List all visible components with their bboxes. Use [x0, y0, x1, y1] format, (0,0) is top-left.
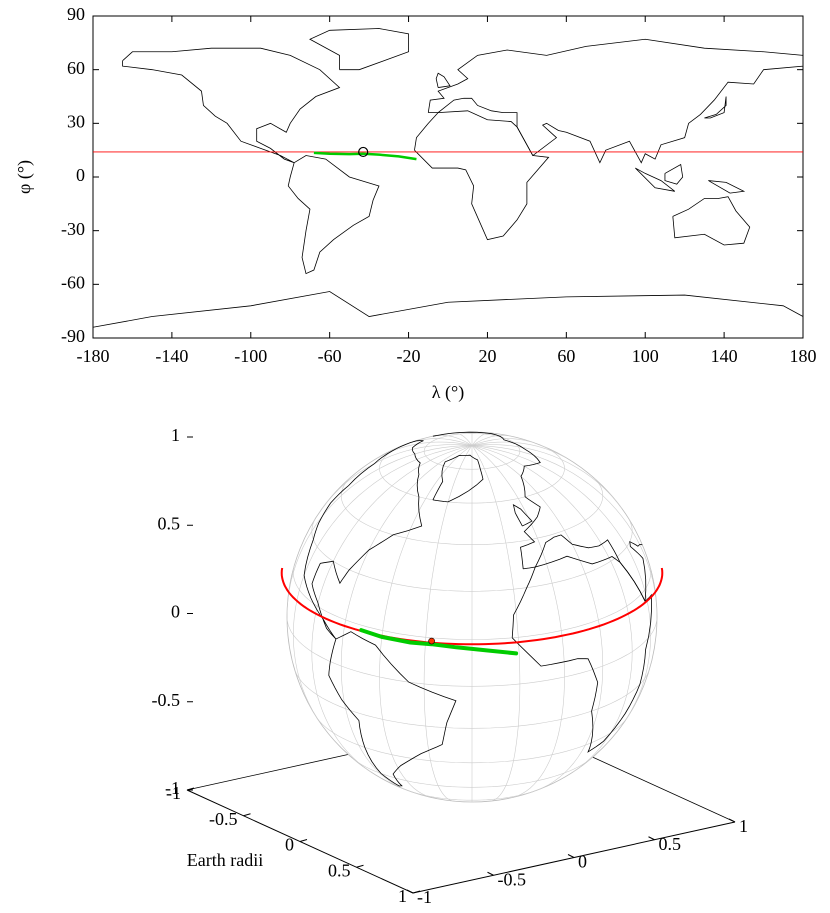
y-tick-label: 0: [76, 165, 85, 185]
y-tick-label: 1: [739, 816, 748, 836]
coastline: [664, 163, 684, 185]
coastline: [427, 38, 804, 164]
y-tick: [406, 889, 414, 894]
y-tick-label: 60: [67, 58, 85, 78]
z-tick-label: -0.5: [152, 690, 181, 710]
x-tick: [356, 864, 364, 868]
x-tick-label: -60: [318, 346, 342, 366]
meridian: [471, 445, 633, 773]
x-tick-label: 1: [398, 886, 407, 906]
coastline: [435, 72, 451, 88]
x-tick-label: 140: [711, 346, 738, 366]
y-tick-label: 0: [578, 852, 587, 872]
ground-track: [313, 151, 417, 161]
axis-label: Earth radii: [187, 850, 263, 870]
coastline: [432, 454, 484, 503]
coastline: [708, 180, 746, 194]
x-tick-label: -20: [397, 346, 421, 366]
meridian: [321, 444, 473, 509]
x-axis-label: λ (°): [432, 382, 464, 403]
coastline: [122, 47, 341, 164]
coastline: [328, 631, 457, 787]
x-tick-label: -1: [166, 783, 181, 803]
x-tick-label: 0.5: [328, 860, 351, 880]
z-tick-label: 0.5: [158, 513, 181, 533]
x-tick: [243, 813, 251, 817]
x-tick: [412, 890, 421, 894]
y-tick: [567, 854, 575, 858]
parallel: [286, 616, 658, 687]
map-plot: -180 -140 -100 -60 -20 20 60 100 140 180 -90 -60 -30…: [61, 4, 817, 366]
x-tick-label: -100: [234, 346, 267, 366]
y-axis-label: φ (°): [14, 160, 35, 194]
y-tick-label: -30: [61, 219, 85, 239]
coastline: [511, 555, 653, 753]
parallel: [292, 565, 652, 640]
coastline: [287, 155, 380, 275]
parallel: [340, 477, 604, 546]
parallel: [295, 671, 649, 729]
y-tick-label: -60: [61, 272, 85, 292]
globe-plot: -1 -0.5 0 0.5 1 -1 -0.5 0 0.5 1 -1 -0.5 0 0.5 1: [152, 425, 749, 907]
y-tick-label: 0.5: [659, 834, 682, 854]
coastline: [672, 196, 751, 246]
meridian: [412, 438, 473, 446]
x-tick-label: 100: [632, 346, 659, 366]
z-tick-label: 1: [171, 425, 180, 445]
y-tick-label: 90: [67, 4, 85, 24]
z-tick-label: 0: [171, 602, 180, 622]
coastline: [432, 431, 541, 569]
y-tick-label: -90: [61, 326, 85, 346]
coastline: [92, 291, 804, 328]
meridian: [434, 434, 473, 446]
x-tick-label: 0: [285, 835, 294, 855]
meridian: [471, 438, 532, 446]
y-tick: [728, 818, 736, 823]
y-tick-label: -1: [417, 887, 432, 907]
y-tick-label: 30: [67, 111, 85, 131]
x-tick-label: -0.5: [209, 809, 238, 829]
x-tick-label: 60: [557, 346, 575, 366]
map-frame: [92, 15, 804, 339]
coastline: [303, 440, 424, 640]
meridian: [471, 434, 510, 446]
parallel: [311, 518, 633, 592]
x-tick-label: -140: [155, 346, 188, 366]
point-marker: [358, 146, 369, 158]
coastline: [704, 96, 727, 119]
x-tick-label: -180: [77, 346, 110, 366]
meridian: [423, 445, 473, 802]
orbit-line: [280, 567, 664, 646]
y-tick: [487, 871, 494, 876]
x-tick-label: 180: [790, 346, 817, 366]
x-tick: [299, 839, 308, 842]
x-tick-label: 20: [478, 346, 496, 366]
coastline: [523, 534, 647, 603]
point-marker: [428, 637, 435, 645]
meridian: [471, 445, 521, 802]
parallel: [406, 789, 538, 801]
parallel: [316, 718, 628, 764]
meridian: [454, 432, 473, 446]
z-tick-label: -1: [165, 778, 180, 798]
parallel: [423, 433, 521, 470]
y-tick-label: -0.5: [498, 869, 527, 889]
coastline: [309, 28, 409, 71]
meridian: [311, 445, 473, 773]
y-tick: [648, 836, 655, 841]
meridian: [471, 444, 623, 509]
parallel: [379, 445, 565, 504]
coastline: [635, 167, 676, 192]
coastline: [512, 503, 533, 527]
coastline: [414, 110, 550, 241]
